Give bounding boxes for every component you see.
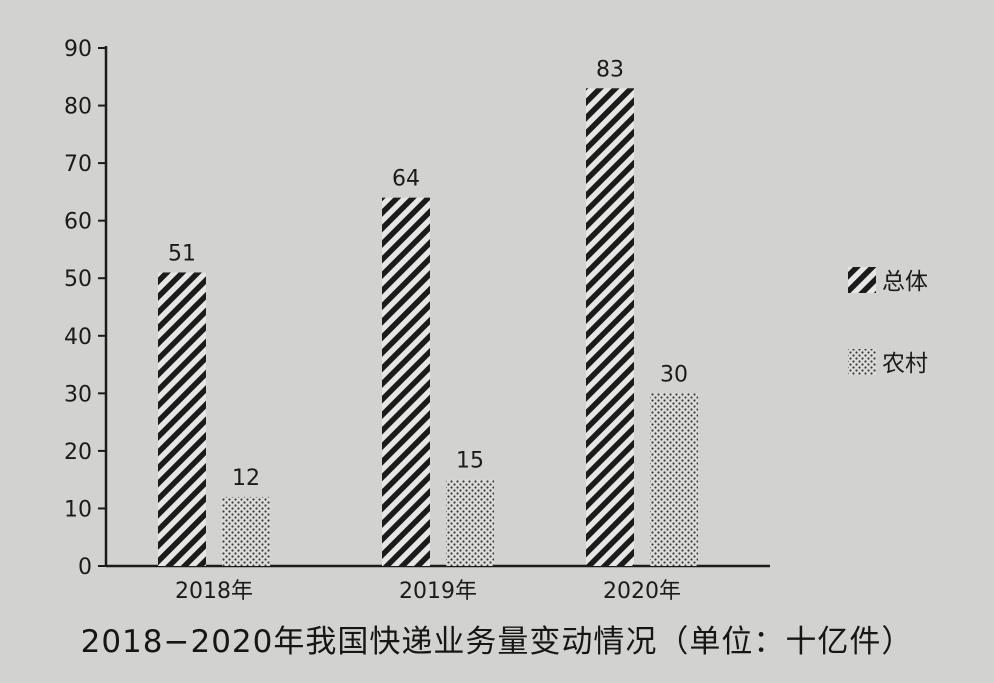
bar-rural [446,479,494,566]
data-label: 83 [596,57,624,82]
data-label: 64 [392,167,420,192]
bars-group [158,88,698,567]
y-tick-label: 70 [64,152,92,177]
x-tick-label: 2020年 [603,579,681,604]
bar-rural [222,496,270,566]
x-tick-label: 2018年 [175,579,253,604]
data-labels-group: 51 12 64 15 83 30 [168,57,688,491]
data-label: 12 [232,466,260,491]
data-label: 51 [168,241,196,266]
legend-label: 农村 [882,351,928,377]
legend-swatch [848,349,876,375]
y-tick-label: 50 [64,267,92,292]
y-tick-label: 90 [64,37,92,62]
y-tick-label: 0 [78,555,92,580]
bar-rural [650,393,698,566]
data-label: 15 [456,449,484,474]
legend-label: 总体 [882,269,928,295]
bar-total [382,197,430,566]
y-tick-label: 10 [64,497,92,522]
y-tick-label: 80 [64,95,92,120]
bar-total [586,88,634,567]
axes: 0 10 20 30 40 50 60 70 80 90 2018年 2019年 2020年 [64,37,770,604]
y-tick-label: 60 [64,210,92,235]
x-tick-label: 2019年 [399,579,477,604]
y-tick-label: 20 [64,440,92,465]
y-tick-label: 40 [64,325,92,350]
data-label: 30 [660,362,688,387]
bar-total [158,272,206,566]
chart-title: 2018−2020年我国快递业务量变动情况（单位：十亿件） [80,624,914,660]
legend-swatch [848,267,876,293]
y-tick-label: 30 [64,382,92,407]
